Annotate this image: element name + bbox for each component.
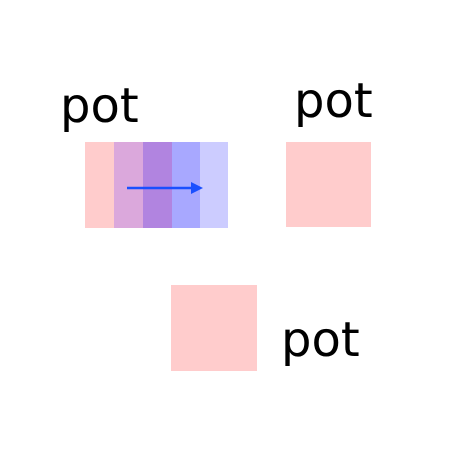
strip-3	[143, 142, 172, 228]
strip-5	[200, 142, 228, 228]
label-pot-bottom: pot	[281, 312, 360, 368]
arrow-head	[191, 182, 203, 194]
right-arrow-icon	[127, 182, 203, 194]
square-right	[286, 142, 371, 227]
square-bottom	[171, 285, 257, 371]
label-pot-top-left: pot	[60, 78, 139, 134]
strip-1	[85, 142, 114, 228]
gradient-strip-block	[85, 142, 228, 228]
strip-2	[114, 142, 143, 228]
label-pot-top-right: pot	[294, 73, 373, 129]
